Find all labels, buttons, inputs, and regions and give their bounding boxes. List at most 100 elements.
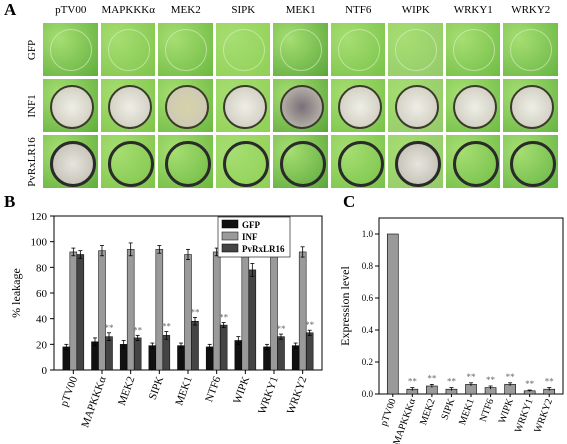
x-tick-label: NTF6 bbox=[478, 397, 497, 423]
leaf-photo bbox=[444, 78, 501, 133]
y-tick-label: 0 bbox=[42, 365, 48, 377]
leakage-bar-chart: 0 20 40 60 80 100 120 % leakage pTV00 MAPKKKα ** ME… bbox=[9, 211, 323, 430]
x-tick-label: NTF6 bbox=[203, 374, 223, 403]
column-header: MEK2 bbox=[170, 4, 201, 16]
leaf-photo bbox=[272, 134, 329, 189]
x-tick-label: WRKY2 bbox=[533, 397, 555, 434]
y-tick-label: 0.2 bbox=[362, 357, 373, 367]
y-axis-label: % leakage bbox=[9, 268, 23, 318]
leaf-photo bbox=[272, 78, 329, 133]
column-header: MEK1 bbox=[285, 4, 316, 16]
bar-inf bbox=[298, 251, 307, 371]
legend-swatch bbox=[221, 219, 239, 229]
infiltration-spot bbox=[452, 85, 497, 129]
leaf-photo bbox=[99, 22, 156, 77]
legend-label: INF bbox=[242, 232, 258, 242]
leaf-photo bbox=[42, 78, 99, 133]
leaf-photo bbox=[329, 22, 386, 77]
infiltration-spot bbox=[510, 85, 554, 129]
leaf-photo bbox=[387, 134, 444, 189]
x-tick-label: WRKY2 bbox=[285, 375, 310, 416]
leaf-photo bbox=[387, 78, 444, 133]
row-label: INF1 bbox=[26, 94, 38, 118]
x-tick-label: WIPK bbox=[231, 375, 252, 406]
infiltration-spot bbox=[50, 141, 96, 187]
x-tick-label: MEK2 bbox=[116, 375, 138, 407]
infiltration-spot bbox=[222, 141, 269, 187]
significance-mark: ** bbox=[133, 325, 143, 335]
x-tick-label: MEK1 bbox=[173, 375, 195, 407]
bar-pvrxlr16 bbox=[133, 337, 142, 371]
column-header: WIPK bbox=[401, 4, 430, 16]
x-tick-label: WRKY1 bbox=[513, 397, 535, 434]
infiltration-spot bbox=[280, 85, 324, 129]
bar-pvrxlr16 bbox=[105, 336, 113, 371]
y-tick-label: 120 bbox=[31, 211, 48, 223]
bar-gfp bbox=[263, 346, 271, 371]
leaf-image-grid: pTV00 MAPKKKα MEK2 SIPK MEK1 NTF6 WIPK WRKY1 WRK… bbox=[24, 4, 564, 191]
significance-mark: ** bbox=[486, 375, 496, 385]
leaf-photo bbox=[502, 22, 559, 77]
bar-inf bbox=[69, 251, 78, 371]
leaf-photo bbox=[99, 134, 156, 189]
infiltration-spot bbox=[107, 29, 150, 71]
bar-gfp bbox=[62, 346, 71, 371]
expression-bar-chart: 0.0 0.2 0.4 0.6 0.8 1.0 Expression level pTV00 *… bbox=[338, 217, 564, 444]
bar-pvrxlr16 bbox=[76, 254, 85, 371]
panel-c-letter: C bbox=[343, 192, 356, 211]
bar-inf bbox=[212, 251, 221, 371]
legend-swatch bbox=[221, 243, 239, 253]
y-tick-label: 1.0 bbox=[362, 229, 374, 239]
legend-swatch bbox=[221, 231, 239, 241]
y-tick-label: 20 bbox=[36, 339, 48, 351]
leaf-photo bbox=[214, 134, 271, 189]
bar-inf bbox=[241, 249, 250, 371]
infiltration-spot bbox=[222, 29, 265, 71]
infiltration-spot bbox=[337, 85, 382, 129]
infiltration-spot bbox=[280, 141, 326, 187]
x-tick-label: MEK2 bbox=[418, 397, 438, 426]
x-tick-label: WIPK bbox=[497, 397, 516, 426]
y-tick-label: 0.0 bbox=[362, 389, 374, 399]
significance-mark: ** bbox=[305, 320, 315, 330]
infiltration-spot bbox=[452, 141, 499, 187]
x-tick-label: MAPKKKα bbox=[79, 375, 109, 430]
bar-pvrxlr16 bbox=[191, 320, 199, 371]
infiltration-spot bbox=[280, 29, 322, 71]
x-tick-label: SIPK bbox=[147, 375, 166, 402]
infiltration-spot bbox=[107, 85, 152, 129]
leaf-photo bbox=[387, 22, 444, 77]
x-tick-label: WRKY1 bbox=[256, 375, 281, 416]
significance-mark: ** bbox=[525, 379, 535, 389]
infiltration-spot bbox=[395, 29, 437, 71]
leaf-photo bbox=[157, 22, 214, 77]
bar-expression bbox=[386, 233, 399, 395]
infiltration-spot bbox=[165, 85, 209, 129]
significance-mark: ** bbox=[191, 307, 201, 317]
leaf-photo bbox=[99, 78, 156, 133]
significance-mark: ** bbox=[105, 323, 115, 333]
significance-mark: ** bbox=[162, 322, 172, 332]
bar-inf bbox=[155, 249, 164, 371]
column-header: WRKY1 bbox=[453, 4, 493, 16]
leaf-photo bbox=[502, 78, 559, 133]
significance-mark: ** bbox=[467, 372, 477, 382]
infiltration-spot bbox=[452, 29, 495, 71]
y-tick-label: 60 bbox=[36, 288, 48, 300]
panel-a-letter: A bbox=[4, 0, 17, 19]
bar-gfp bbox=[148, 345, 157, 371]
y-tick-label: 80 bbox=[36, 262, 48, 274]
significance-mark: ** bbox=[277, 324, 287, 334]
bar-pvrxlr16 bbox=[305, 332, 314, 371]
y-tick-label: 0.4 bbox=[362, 325, 374, 335]
x-tick-label: pTV00 bbox=[379, 397, 399, 427]
y-tick-label: 0.6 bbox=[362, 293, 374, 303]
y-tick-label: 40 bbox=[36, 314, 48, 326]
significance-mark: ** bbox=[447, 377, 457, 387]
panel-b-letter: B bbox=[4, 192, 16, 211]
leaf-photo bbox=[502, 134, 559, 189]
x-tick-label: MEK1 bbox=[457, 397, 477, 426]
column-header: pTV00 bbox=[55, 4, 87, 16]
bar-gfp bbox=[291, 345, 300, 371]
bar-gfp bbox=[205, 346, 214, 371]
